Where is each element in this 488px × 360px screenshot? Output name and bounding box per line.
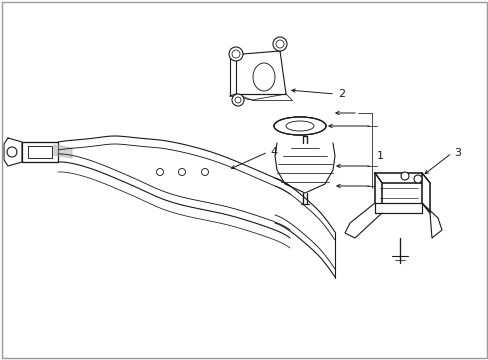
Polygon shape [421, 173, 429, 213]
Circle shape [201, 168, 208, 175]
Polygon shape [374, 173, 429, 183]
Circle shape [413, 175, 421, 183]
Circle shape [400, 172, 408, 180]
Circle shape [178, 168, 185, 175]
Text: 2: 2 [337, 89, 345, 99]
Circle shape [228, 47, 243, 61]
Circle shape [156, 168, 163, 175]
Polygon shape [54, 145, 72, 158]
Text: 3: 3 [453, 148, 460, 158]
Circle shape [272, 37, 286, 51]
Ellipse shape [273, 117, 325, 135]
Polygon shape [374, 173, 381, 213]
Text: 4: 4 [269, 147, 277, 157]
Circle shape [231, 94, 244, 106]
Circle shape [7, 147, 17, 157]
Polygon shape [374, 203, 421, 213]
Polygon shape [22, 142, 58, 162]
Text: 1: 1 [376, 151, 383, 161]
